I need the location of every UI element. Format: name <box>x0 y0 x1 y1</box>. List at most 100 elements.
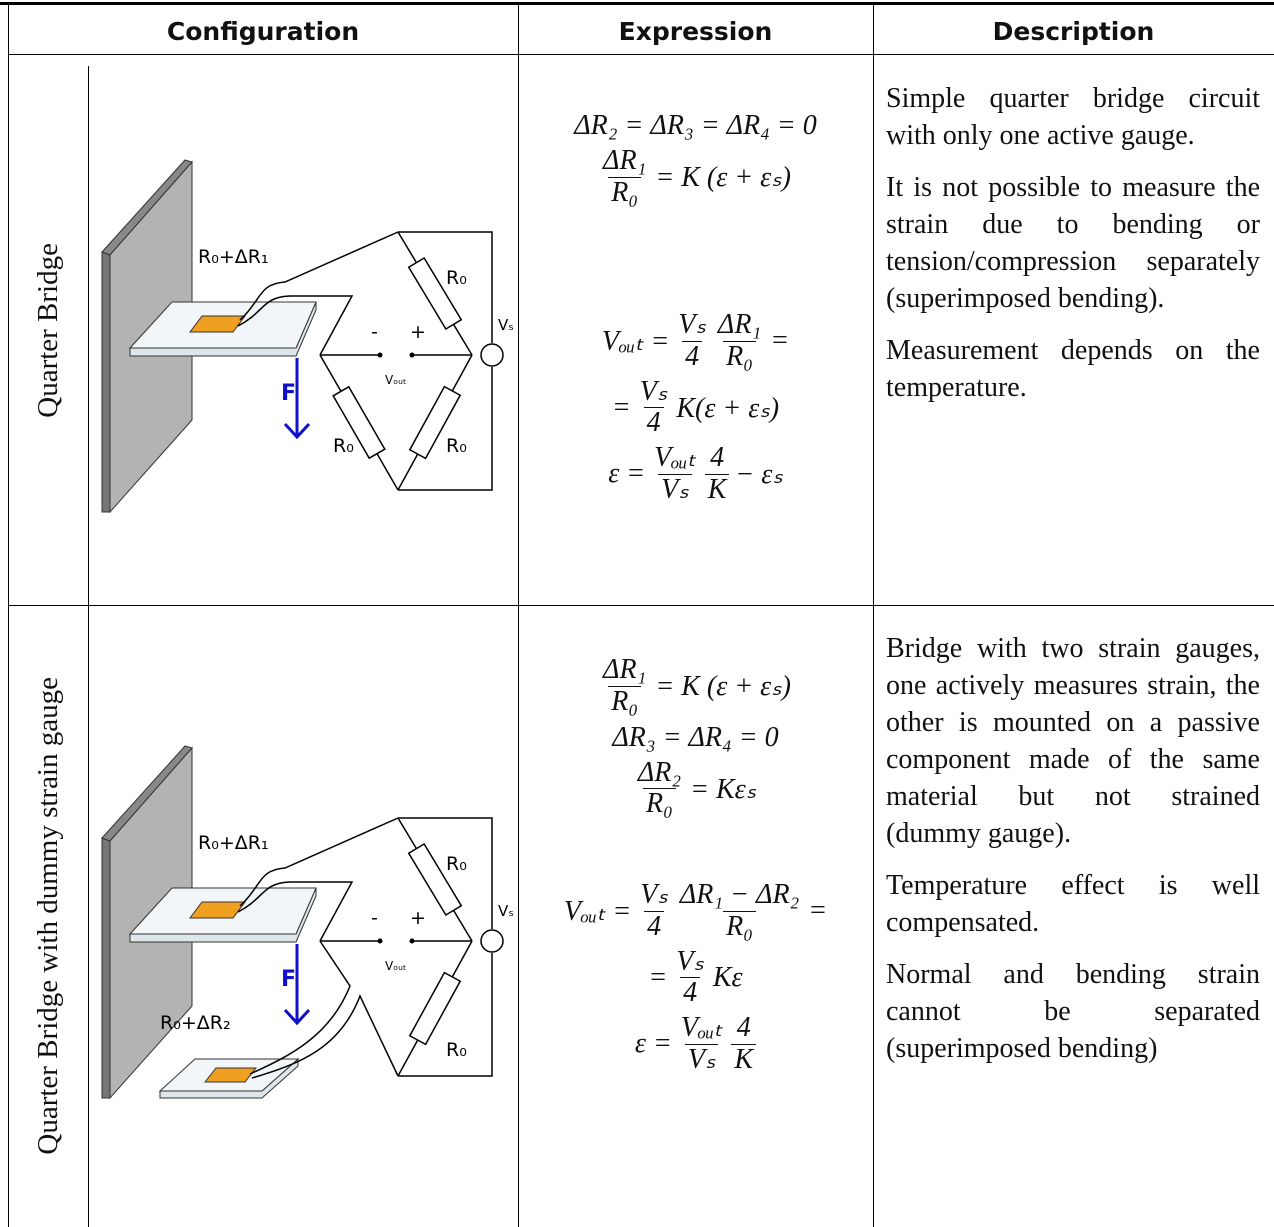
denominator: 4 <box>644 911 664 943</box>
denominator: 4 <box>680 977 700 1009</box>
circuit-label: - <box>371 907 378 929</box>
circuit-label: R₀ <box>333 435 354 457</box>
numerator: ΔR₁ <box>715 310 764 341</box>
numerator: ΔR₁ <box>600 146 649 177</box>
denominator: K <box>731 1044 756 1076</box>
circuit-label: R₀ <box>446 267 467 289</box>
math-text: ΔR₃ = ΔR₄ = 0 <box>612 722 778 754</box>
numerator: Vₛ <box>673 947 707 978</box>
resistor <box>410 973 460 1045</box>
circuit-label: + <box>410 321 426 343</box>
denominator: R₀ <box>608 177 641 209</box>
circuit-label: + <box>410 907 426 929</box>
denominator: Vₛ <box>685 1044 719 1076</box>
numerator: Vₒᵤₜ <box>678 1013 726 1044</box>
math-text: − εₛ <box>735 457 782 491</box>
numerator: Vₛ <box>637 880 671 911</box>
description-paragraph: Temperature effect is well compensated. <box>886 867 1260 941</box>
description-paragraph: Simple quarter bridge circuit with only … <box>886 80 1260 154</box>
equation: ε =VₒᵤₜVₛ 4K <box>635 1013 756 1076</box>
math-text: = <box>648 962 667 994</box>
denominator: R₀ <box>723 341 756 373</box>
denominator: Vₛ <box>658 474 692 506</box>
numerator: Vₛ <box>637 377 671 408</box>
math-text: ΔR₂ = ΔR₃ = ΔR₄ = 0 <box>574 110 817 142</box>
circuit-label: R₀+ΔR₁ <box>198 246 269 268</box>
circuit-label: Vₛ <box>498 902 514 920</box>
math-text: Vₒᵤₜ = <box>564 894 631 928</box>
equation-block: Vₒᵤₜ =Vₛ4ΔR₁R₀==Vₛ4K(ε + εₛ)ε =VₒᵤₜVₛ4K−… <box>602 310 789 506</box>
denominator: R₀ <box>643 788 676 820</box>
numerator: Vₒᵤₜ <box>651 443 699 474</box>
description-paragraph: It is not possible to measure the strain… <box>886 169 1260 317</box>
wall-side <box>102 252 110 512</box>
row-label-text: Quarter Bridge with dummy strain gauge <box>32 677 65 1155</box>
math-text: ε = <box>635 1028 672 1060</box>
denominator: 4 <box>682 341 702 373</box>
row-label: Quarter Bridge <box>8 55 88 605</box>
math-text: = <box>770 325 789 357</box>
circuit-label: R₀ <box>446 1039 467 1061</box>
row-label-text: Quarter Bridge <box>32 243 65 418</box>
numerator: Vₛ <box>675 310 709 341</box>
numerator: 4 <box>707 443 727 474</box>
math-text: = K (ε + εₛ) <box>655 160 791 194</box>
description: Simple quarter bridge circuit with only … <box>886 80 1260 421</box>
equation: Vₒᵤₜ =Vₛ4ΔR₁R₀= <box>602 310 789 373</box>
denominator: R₀ <box>723 911 756 943</box>
page: Configuration Expression Description R₀+… <box>0 0 1274 1227</box>
wire <box>250 941 350 1074</box>
math-text: K(ε + εₛ) <box>676 391 779 425</box>
numerator: ΔR₁ − ΔR₂ <box>677 880 802 911</box>
circuit-label: R₀ <box>446 435 467 457</box>
terminal <box>410 939 415 944</box>
denominator: 4 <box>644 407 664 439</box>
circuit-label: R₀+ΔR₂ <box>160 1012 231 1034</box>
terminal <box>378 353 383 358</box>
fraction: 4K <box>705 443 730 506</box>
source <box>481 344 503 366</box>
numerator: ΔR₁ <box>600 655 649 686</box>
math-text: = Kεₛ <box>690 772 756 806</box>
circuit-label: Vₒᵤₜ <box>385 959 407 973</box>
denominator: R₀ <box>608 686 641 718</box>
description-paragraph: Measurement depends on the temperature. <box>886 332 1260 406</box>
math-text: = <box>808 895 827 927</box>
force-label: F <box>281 967 296 992</box>
force-label: F <box>281 381 296 406</box>
circuit-label: Vₒᵤₜ <box>385 373 407 387</box>
circuit-label: Vₛ <box>498 316 514 334</box>
denominator: K <box>705 474 730 506</box>
terminal <box>378 939 383 944</box>
source <box>481 930 503 952</box>
circuit-label: - <box>371 321 378 343</box>
circuit-label: R₀+ΔR₁ <box>198 832 269 854</box>
numerator: ΔR₂ <box>635 758 684 789</box>
numerator: 4 <box>734 1013 754 1044</box>
equation: ΔR₃ = ΔR₄ = 0 <box>612 722 778 754</box>
math-text: ε = <box>608 458 645 490</box>
description-paragraph: Bridge with two strain gauges, one activ… <box>886 630 1260 852</box>
